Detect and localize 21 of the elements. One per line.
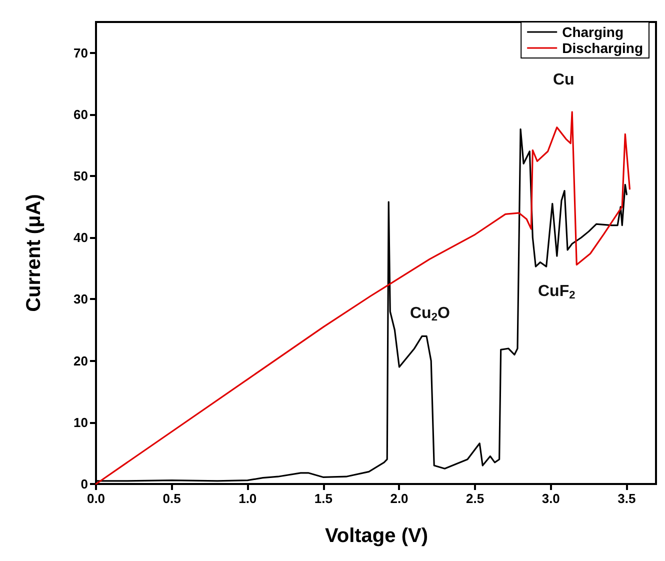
x-axis-title: Voltage (V) [325, 525, 428, 547]
x-tick-label: 2.0 [390, 491, 408, 506]
y-tick-label: 40 [74, 230, 88, 246]
y-tick-label: 60 [74, 106, 88, 122]
y-tick-label: 70 [74, 45, 88, 60]
x-tick-label: 3.5 [618, 491, 636, 506]
y-tick-label: 0 [80, 476, 88, 492]
annotation: Cu [553, 72, 574, 88]
y-tick-label: 30 [74, 292, 88, 307]
y-tick-label: 10 [74, 414, 88, 430]
y-axis-title: Current (μA) [23, 194, 45, 312]
x-tick-label: 0.0 [86, 491, 106, 506]
x-tick-label: 1.0 [238, 491, 257, 506]
x-tick-label: 1.5 [314, 491, 332, 506]
legend-label: Discharging [562, 40, 644, 56]
x-tick-label: 3.0 [542, 491, 560, 506]
y-tick-label: 20 [74, 353, 88, 368]
legend-label: Charging [562, 24, 624, 40]
x-tick-label: 2.5 [466, 491, 484, 506]
y-tick-label: 50 [74, 168, 88, 184]
x-tick-label: 0.5 [162, 491, 181, 506]
